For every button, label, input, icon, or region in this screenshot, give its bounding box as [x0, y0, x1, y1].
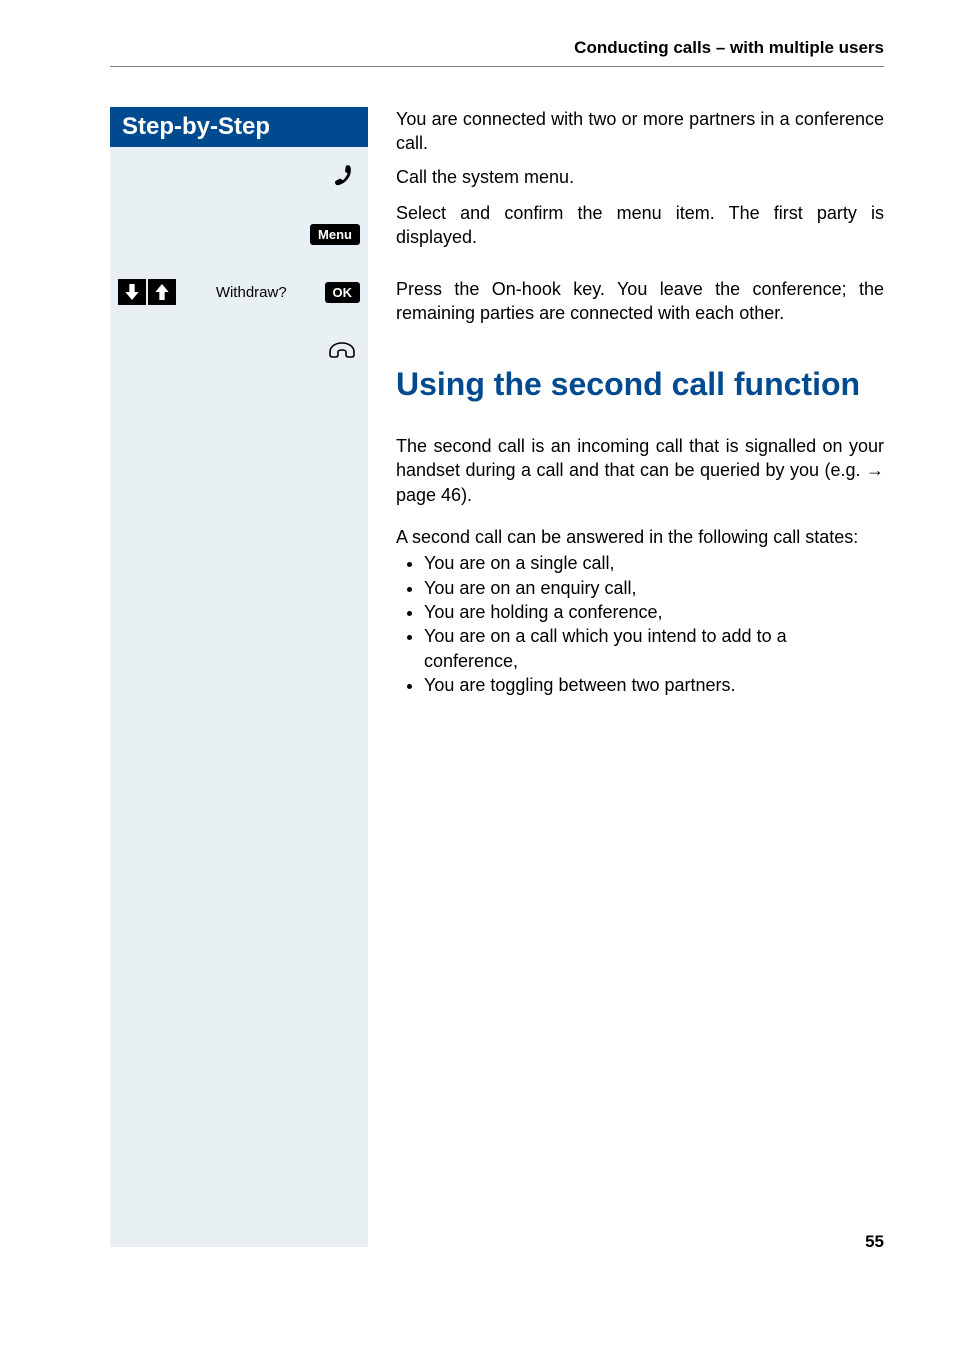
arrow-up-icon	[148, 279, 176, 305]
step-row-handset	[118, 161, 360, 191]
para-call-menu: Call the system menu.	[396, 165, 884, 195]
left-column: Step-by-Step Menu	[110, 107, 368, 1247]
text-span: page 46).	[396, 485, 472, 505]
handset-icon	[332, 164, 360, 188]
para-connected: You are connected with two or more partn…	[396, 107, 884, 159]
para-onhook: Press the On-hook key. You leave the con…	[396, 277, 884, 335]
text-span: The second call is an incoming call that…	[396, 436, 884, 480]
content-row: Step-by-Step Menu	[110, 107, 884, 1247]
step-row-menu: Menu	[118, 219, 360, 249]
right-column: You are connected with two or more partn…	[368, 107, 884, 1247]
step-row-withdraw: Withdraw? OK	[118, 277, 360, 307]
step-row-onhook	[118, 335, 360, 365]
menu-key: Menu	[310, 224, 360, 245]
page: Conducting calls – with multiple users S…	[0, 0, 954, 1297]
list-item: You are on a call which you intend to ad…	[424, 624, 884, 673]
para-states-intro: A second call can be answered in the fol…	[396, 525, 884, 549]
ok-key: OK	[325, 282, 361, 303]
states-list: You are on a single call, You are on an …	[396, 551, 884, 697]
sidebar-heading: Step-by-Step	[110, 107, 368, 147]
page-number: 55	[865, 1232, 884, 1252]
running-header: Conducting calls – with multiple users	[110, 38, 884, 67]
para-select-confirm: Select and confirm the menu item. The fi…	[396, 201, 884, 259]
list-item: You are on a single call,	[424, 551, 884, 575]
sidebar-body: Menu Withdraw? OK	[110, 147, 368, 1247]
onhook-icon	[328, 340, 360, 360]
withdraw-label: Withdraw?	[178, 284, 325, 301]
arrow-down-icon	[118, 279, 146, 305]
nav-arrows	[118, 279, 178, 305]
para-second-call-def: The second call is an incoming call that…	[396, 434, 884, 507]
list-item: You are holding a conference,	[424, 600, 884, 624]
page-ref-arrow-icon: →	[866, 458, 884, 482]
list-item: You are toggling between two partners.	[424, 673, 884, 697]
list-item: You are on an enquiry call,	[424, 576, 884, 600]
section-heading: Using the second call function	[396, 363, 884, 406]
